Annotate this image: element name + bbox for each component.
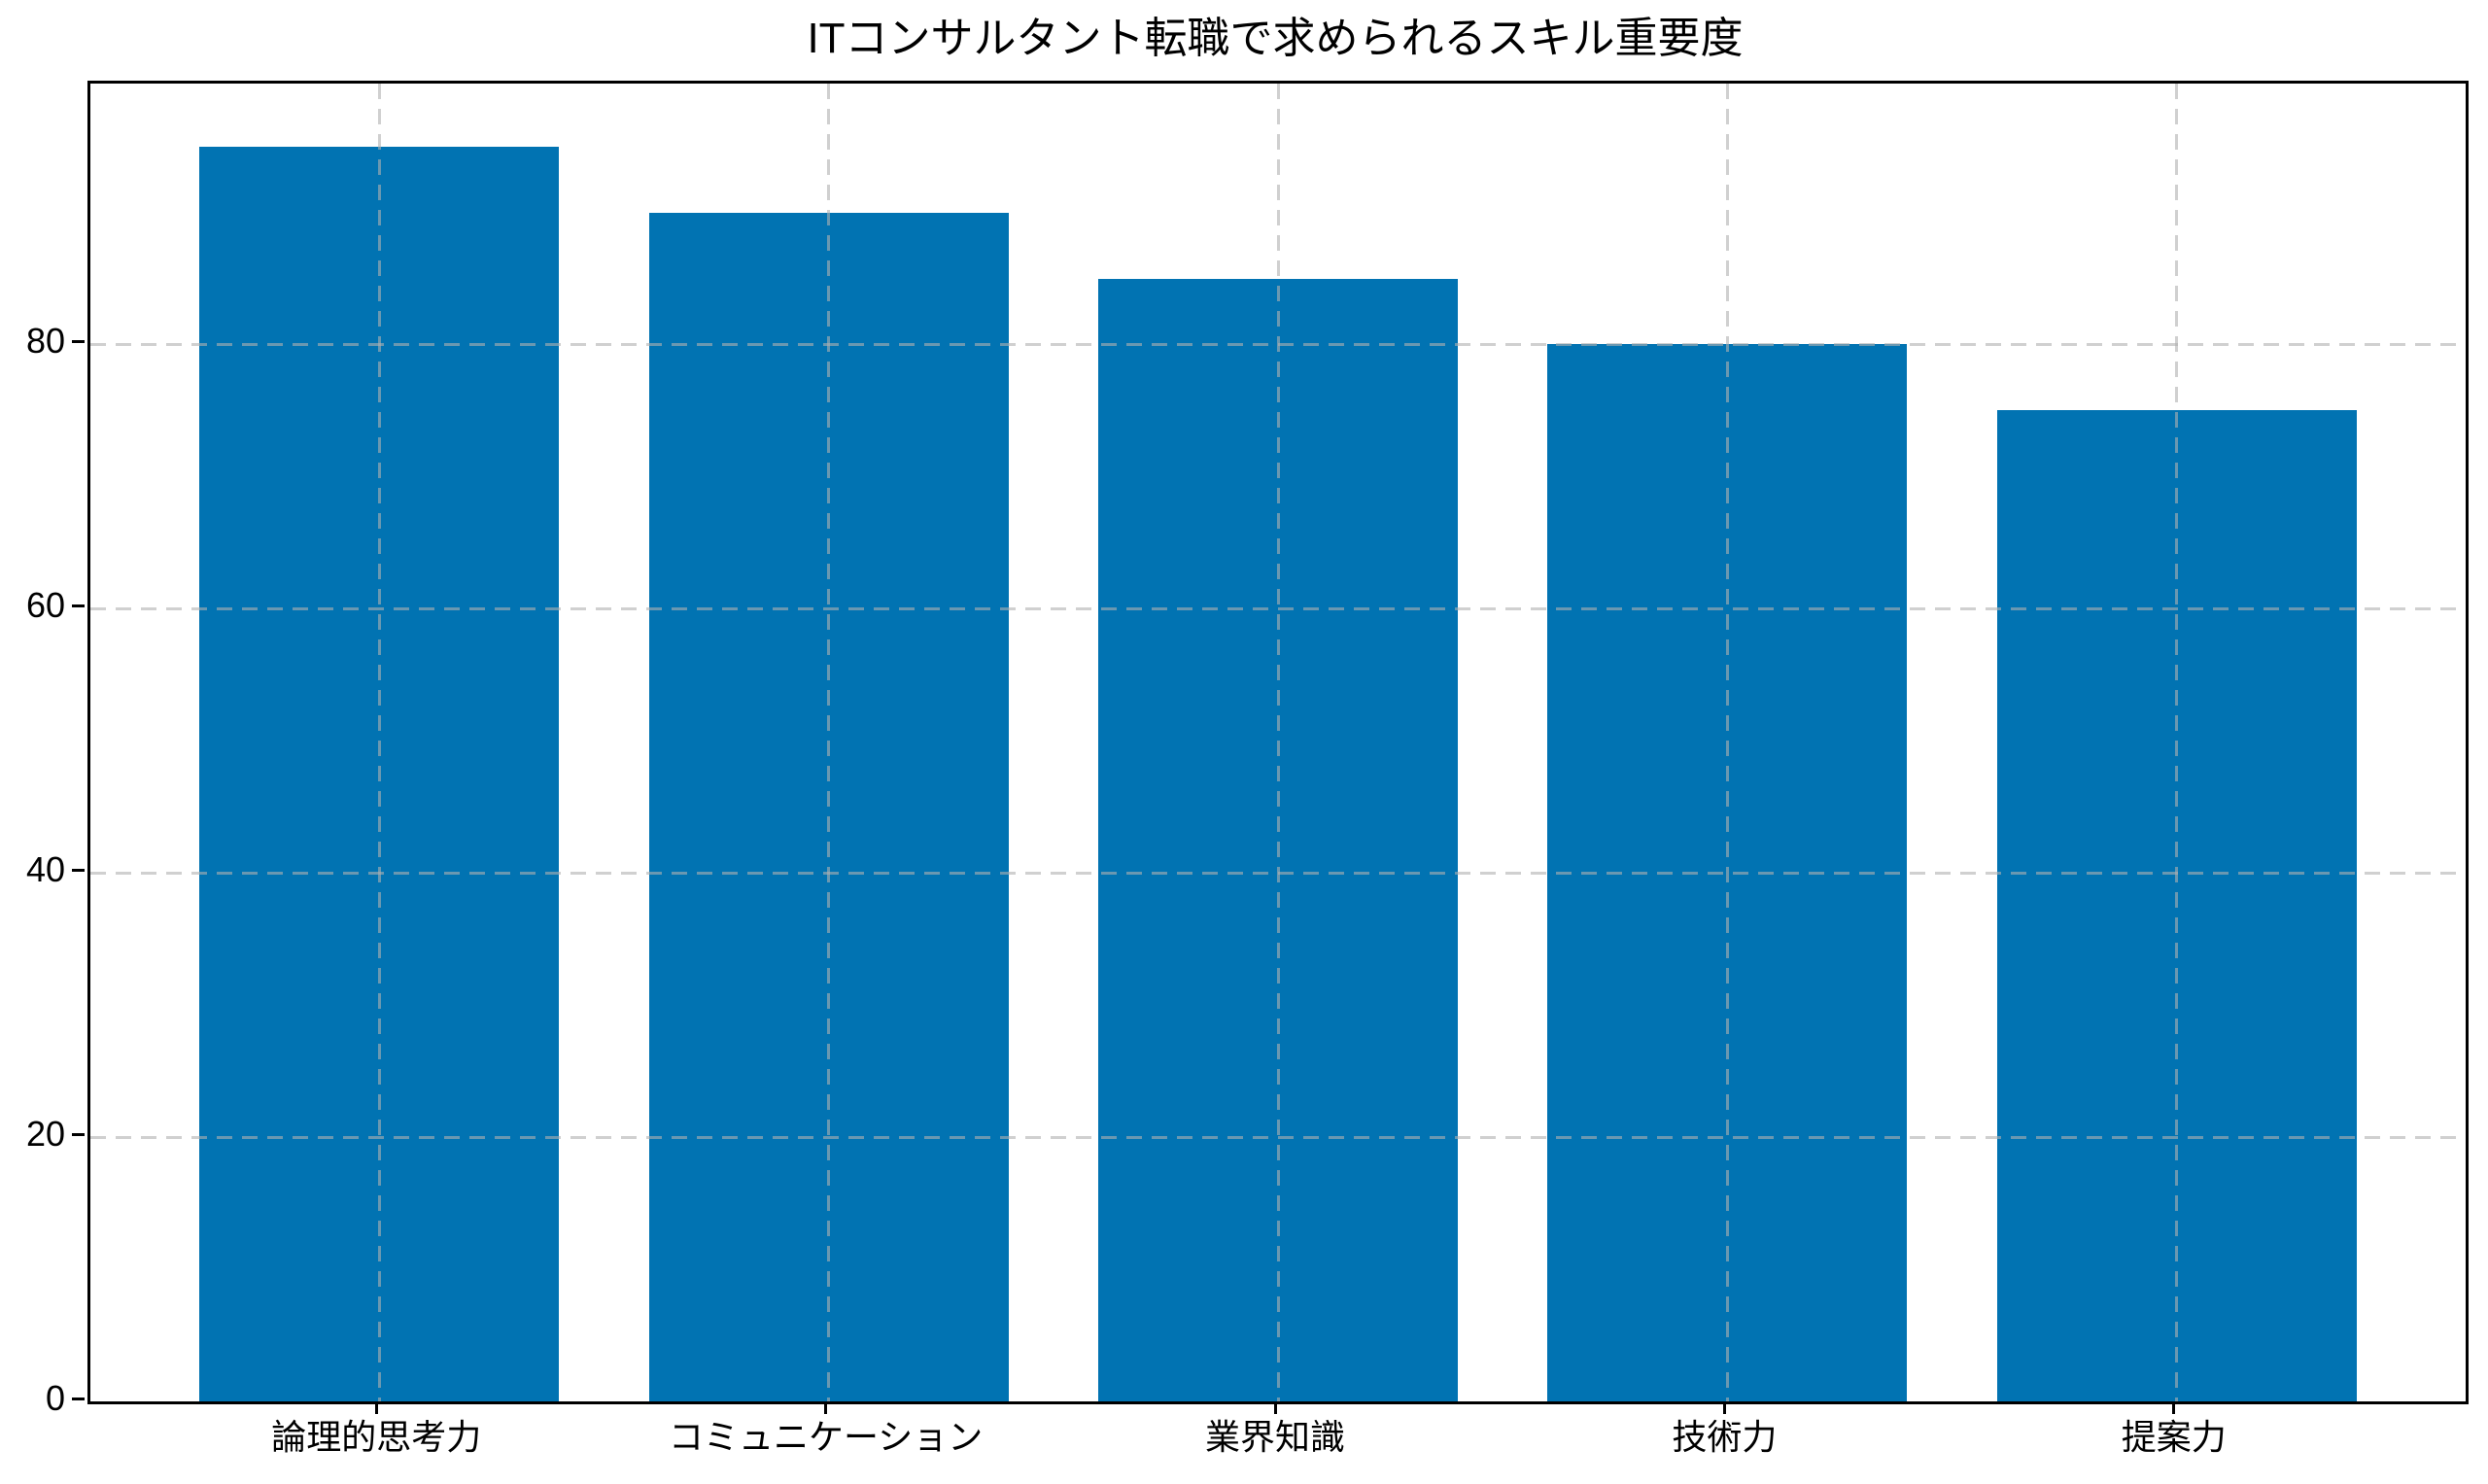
x-gridline <box>377 84 381 1401</box>
y-tick-label: 0 <box>45 1378 65 1418</box>
x-gridline <box>1725 84 1729 1401</box>
y-tick <box>72 1132 85 1136</box>
y-tick-label: 20 <box>25 1114 65 1155</box>
x-gridline <box>2175 84 2179 1401</box>
y-tick-label: 80 <box>25 321 65 362</box>
x-tick <box>374 1401 378 1414</box>
y-gridline <box>90 342 2466 346</box>
y-tick-label: 40 <box>25 849 65 890</box>
x-tick-label: 論理的思考力 <box>271 1417 482 1457</box>
y-gridline <box>90 871 2466 875</box>
x-tick <box>824 1401 828 1414</box>
x-tick <box>1273 1401 1277 1414</box>
y-tick-label: 60 <box>25 585 65 626</box>
x-tick <box>2172 1401 2176 1414</box>
chart-title: ITコンサルタント転職で求められるスキル重要度 <box>807 15 1744 62</box>
y-tick <box>72 1397 85 1400</box>
x-tick-label: コミュニケーション <box>669 1417 984 1457</box>
x-gridline <box>1276 84 1280 1401</box>
y-gridline <box>90 1135 2466 1139</box>
y-tick <box>72 604 85 607</box>
x-tick-label: 技術力 <box>1672 1417 1778 1457</box>
x-tick-label: 提案力 <box>2121 1417 2227 1457</box>
y-tick <box>72 339 85 343</box>
x-tick-label: 業界知識 <box>1204 1417 1346 1457</box>
y-gridline <box>90 606 2466 610</box>
plot-area <box>87 81 2469 1404</box>
x-tick <box>1722 1401 1726 1414</box>
x-gridline <box>827 84 831 1401</box>
y-tick <box>72 868 85 872</box>
